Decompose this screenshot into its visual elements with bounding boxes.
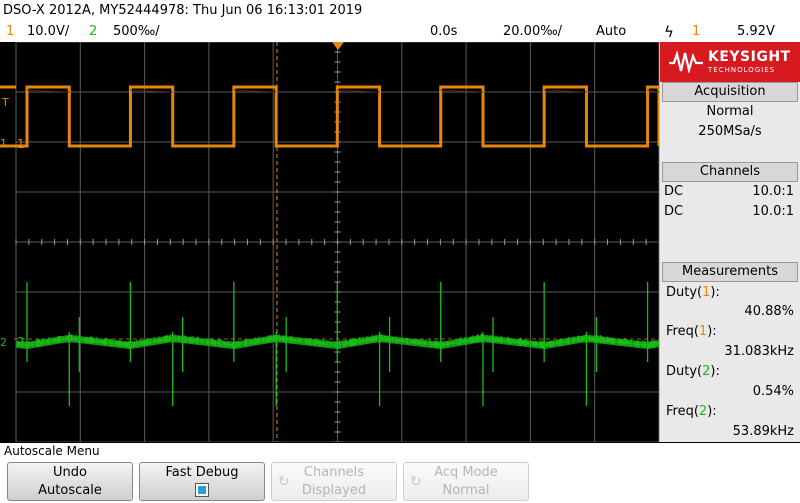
meas-3-value: 0.54% [752, 384, 794, 399]
acquisition-mode: Normal [706, 104, 754, 119]
meas-1-value: 40.88% [744, 304, 794, 319]
channels-title: Channels [662, 162, 798, 182]
ch1-waveform [0, 85, 659, 148]
ch2-waveform-spikes [26, 282, 649, 406]
time-scale[interactable]: 20.00‰/ [503, 24, 563, 39]
ch2-scale[interactable]: 500‰/ [113, 24, 160, 39]
meas-3-label[interactable]: Duty(2): [666, 364, 720, 379]
acq-mode-button[interactable]: ↻ Acq Mode Normal [403, 462, 529, 501]
meas-4-label[interactable]: Freq(2): [666, 404, 717, 419]
acquisition-rate: 250MSa/s [698, 124, 762, 139]
trigger-mode[interactable]: Auto [596, 24, 627, 39]
trigger-position-marker [332, 42, 344, 50]
ch1-coupling: DC [664, 184, 684, 199]
ch1-number[interactable]: 1 [6, 24, 15, 39]
trigger-slope-icon: ϟ [664, 23, 674, 41]
trigger-level[interactable]: 5.92V [737, 24, 775, 39]
rotate-knob-icon: ↻ [410, 474, 422, 490]
menu-title: Autoscale Menu [0, 443, 800, 460]
softkey-bar: Undo Autoscale Fast Debug ↻ Channels Displ… [0, 460, 800, 503]
keysight-wave-icon [669, 51, 703, 73]
brand-sub: TECHNOLOGIES [708, 66, 776, 74]
ch1-scale[interactable]: 10.0V/ [27, 24, 70, 39]
brand-logo: KEYSIGHT TECHNOLOGIES [660, 42, 800, 82]
rotate-knob-icon: ↻ [278, 474, 290, 490]
fast-debug-button[interactable]: Fast Debug [139, 462, 265, 501]
acquisition-title: Acquisition [662, 82, 798, 102]
ch1-ref-label: 1 [17, 137, 25, 151]
ch1-waveform-edge [26, 89, 659, 93]
ch2-waveform-noise [15, 333, 659, 349]
channels-displayed-button[interactable]: ↻ Channels Displayed [271, 462, 397, 501]
fast-debug-checkbox[interactable] [195, 483, 209, 497]
ch2-number[interactable]: 2 [89, 24, 98, 39]
meas-2-value: 31.083kHz [724, 344, 794, 359]
scope-display[interactable]: T 1 1 2 2 [0, 42, 659, 442]
model-info: DSO-X 2012A, MY52444978: Thu Jun 06 16:1… [3, 3, 363, 18]
meas-1-label[interactable]: Duty(1): [666, 285, 720, 300]
ch2-probe: 10.0:1 [752, 204, 794, 219]
meas-2-label[interactable]: Freq(1): [666, 324, 717, 339]
ch2-ref-label: 2 [17, 335, 25, 349]
ch1-ground-marker: 1 [0, 137, 7, 150]
status-header: DSO-X 2012A, MY52444978: Thu Jun 06 16:1… [0, 0, 800, 22]
time-delay[interactable]: 0.0s [430, 24, 458, 39]
brand-name: KEYSIGHT [708, 49, 791, 65]
trigger-channel[interactable]: 1 [692, 24, 701, 39]
channel-header: 1 10.0V/ 2 500‰/ 0.0s 20.00‰/ Auto ϟ 1 5… [0, 22, 800, 42]
ch1-probe: 10.0:1 [752, 184, 794, 199]
info-sidebar: KEYSIGHT TECHNOLOGIES Acquisition Normal… [659, 42, 800, 442]
measurements-title: Measurements [662, 262, 798, 282]
undo-autoscale-button[interactable]: Undo Autoscale [7, 462, 133, 501]
ch2-coupling: DC [664, 204, 684, 219]
ch2-ground-marker: 2 [0, 336, 7, 349]
trigger-level-marker: T [1, 96, 9, 109]
meas-4-value: 53.89kHz [732, 424, 794, 439]
